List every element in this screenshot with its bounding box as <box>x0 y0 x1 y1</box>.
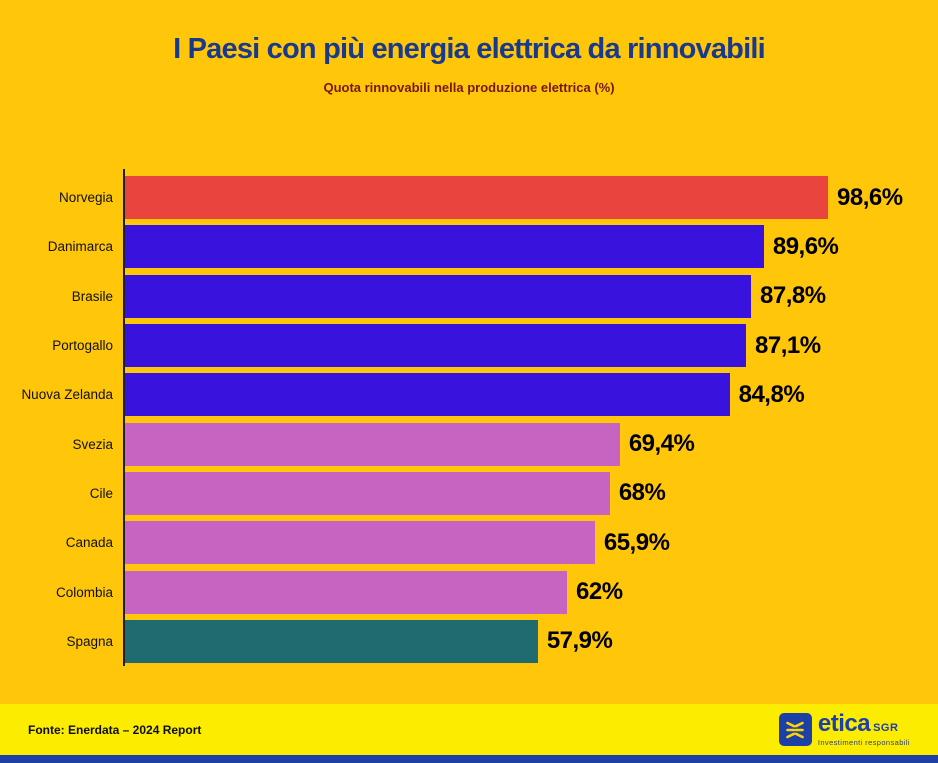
value-label: 89,6% <box>772 232 839 260</box>
bar-track: 89,6% <box>125 222 938 271</box>
category-label: Nuova Zelanda <box>21 387 113 403</box>
category-label: Portogallo <box>52 338 113 354</box>
value-label: 65,9% <box>603 528 670 556</box>
category-label: Colombia <box>55 584 113 600</box>
bar-track: 62% <box>125 567 938 616</box>
bar-row: Cile 68% <box>0 469 938 518</box>
logo-suffix: SGR <box>873 722 899 735</box>
bar-row: Portogallo 87,1% <box>0 321 938 370</box>
chart-title: I Paesi con più energia elettrica da rin… <box>173 33 766 65</box>
value-label: 87,1% <box>755 331 821 359</box>
bar <box>125 570 568 614</box>
bar-track: 84,8% <box>125 370 938 419</box>
bar-row: Danimarca 89,6% <box>0 222 938 271</box>
bar-row: Svezia 69,4% <box>0 419 938 468</box>
bar-row: Brasile 87,8% <box>0 272 938 321</box>
bar <box>125 471 610 515</box>
value-label: 69,4% <box>628 430 695 458</box>
value-label: 57,9% <box>546 627 613 655</box>
bar-track: 68% <box>125 469 938 518</box>
bar-track: 69,4% <box>125 419 938 468</box>
bar-row: Norvegia 98,6% <box>0 173 938 222</box>
bottom-strip <box>0 755 938 763</box>
chart-subtitle: Quota rinnovabili nella produzione elett… <box>323 80 615 95</box>
bar-row: Spagna 57,9% <box>0 617 938 666</box>
bar <box>125 274 751 318</box>
bar-row: Nuova Zelanda 84,8% <box>0 370 938 419</box>
y-axis-line <box>123 169 125 666</box>
bar <box>125 373 730 417</box>
bar <box>125 225 764 269</box>
bar-row: Canada 65,9% <box>0 518 938 567</box>
bar-chart: Norvegia 98,6% Danimarca 89,6% Brasile 87,8% P… <box>0 173 938 666</box>
bar-track: 87,8% <box>125 272 938 321</box>
category-label: Canada <box>65 535 113 551</box>
value-label: 98,6% <box>837 183 903 211</box>
value-label: 84,8% <box>738 380 805 408</box>
value-label: 68% <box>618 479 666 507</box>
value-label: 87,8% <box>760 282 826 310</box>
bar <box>125 422 620 466</box>
category-label: Brasile <box>71 288 113 304</box>
logo-tagline: Investimenti responsabili <box>817 738 910 748</box>
bar-row: Colombia 62% <box>0 567 938 616</box>
bar-track: 65,9% <box>125 518 938 567</box>
bar <box>125 176 829 220</box>
logo-wordmark: etica <box>817 710 871 738</box>
category-label: Spagna <box>66 633 113 649</box>
bar <box>125 619 538 663</box>
bar <box>125 521 595 565</box>
bar-track: 87,1% <box>125 321 938 370</box>
bar-track: 98,6% <box>125 173 938 222</box>
value-label: 62% <box>576 578 623 606</box>
bar <box>125 324 747 368</box>
category-label: Danimarca <box>47 239 113 255</box>
category-label: Cile <box>89 485 113 501</box>
category-label: Svezia <box>72 436 113 452</box>
category-label: Norvegia <box>58 190 113 206</box>
bar-track: 57,9% <box>125 617 938 666</box>
